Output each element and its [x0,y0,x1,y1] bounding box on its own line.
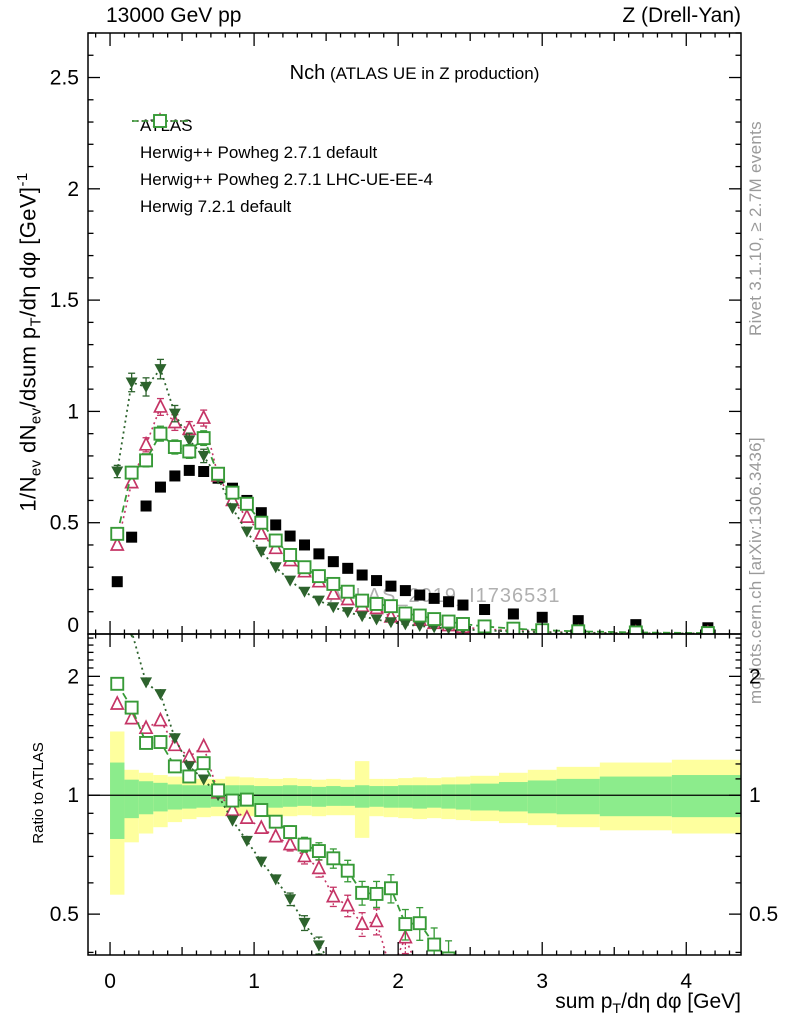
series-h721-ratio-markers [110,676,456,955]
series-hpp_ee4-markers [111,358,714,634]
svg-text:2: 2 [392,970,404,993]
beam-energy-title: 13000 GeV pp [106,4,242,27]
axis-tick-labels: 0 1 2 3 4 0.5 1 1.5 2 2.5 0 0.5 0.5 1 1 2 2 [50,67,778,993]
svg-text:0.5: 0.5 [50,512,79,535]
svg-text:0: 0 [67,614,79,637]
observable-title-paren: (ATLAS UE in Z production) [329,64,540,83]
svg-text:3: 3 [536,970,548,993]
legend-label-hpp_def: Herwig++ Powheg 2.7.1 default [140,142,378,162]
legend-item-hpp_def: Herwig++ Powheg 2.7.1 default [131,112,433,166]
svg-text:2.5: 2.5 [50,67,79,90]
observable-title-main: Nch [289,62,326,84]
legend-label-hpp_ee4: Herwig++ Powheg 2.7.1 LHC-UE-EE-4 [140,169,433,189]
svg-text:4: 4 [680,970,692,993]
svg-text:2: 2 [749,665,761,688]
legend-marker-h721-icon [132,114,188,128]
svg-text:0.5: 0.5 [749,903,778,926]
series-h721-markers [110,425,715,634]
axis-ticks [88,32,741,955]
legend-item-h721: Herwig 7.2.1 default [131,114,433,220]
svg-text:0: 0 [104,970,116,993]
legend-label-h721: Herwig 7.2.1 default [140,196,292,216]
observable-title: Nch (ATLAS UE in Z production) [88,62,741,85]
x-axis-label: sum pT/dη dφ [GeV] [555,990,741,1018]
svg-text:0.5: 0.5 [50,903,79,926]
legend: ATLASHerwig++ Powheg 2.7.1 defaultHerwig… [131,112,433,220]
svg-text:2: 2 [67,178,79,201]
process-title: Z (Drell-Yan) [622,4,741,27]
svg-text:2: 2 [67,665,79,688]
ratio-panel-frame [87,633,742,956]
series-atlas-markers [111,464,714,634]
svg-text:1: 1 [248,970,260,993]
svg-text:1: 1 [67,784,79,807]
svg-text:1: 1 [67,400,79,423]
svg-text:1.5: 1.5 [50,289,79,312]
legend-item-hpp_ee4: Herwig++ Powheg 2.7.1 LHC-UE-EE-4 [131,116,433,193]
series-h721-ratio-line [116,683,447,955]
svg-text:1: 1 [749,784,761,807]
